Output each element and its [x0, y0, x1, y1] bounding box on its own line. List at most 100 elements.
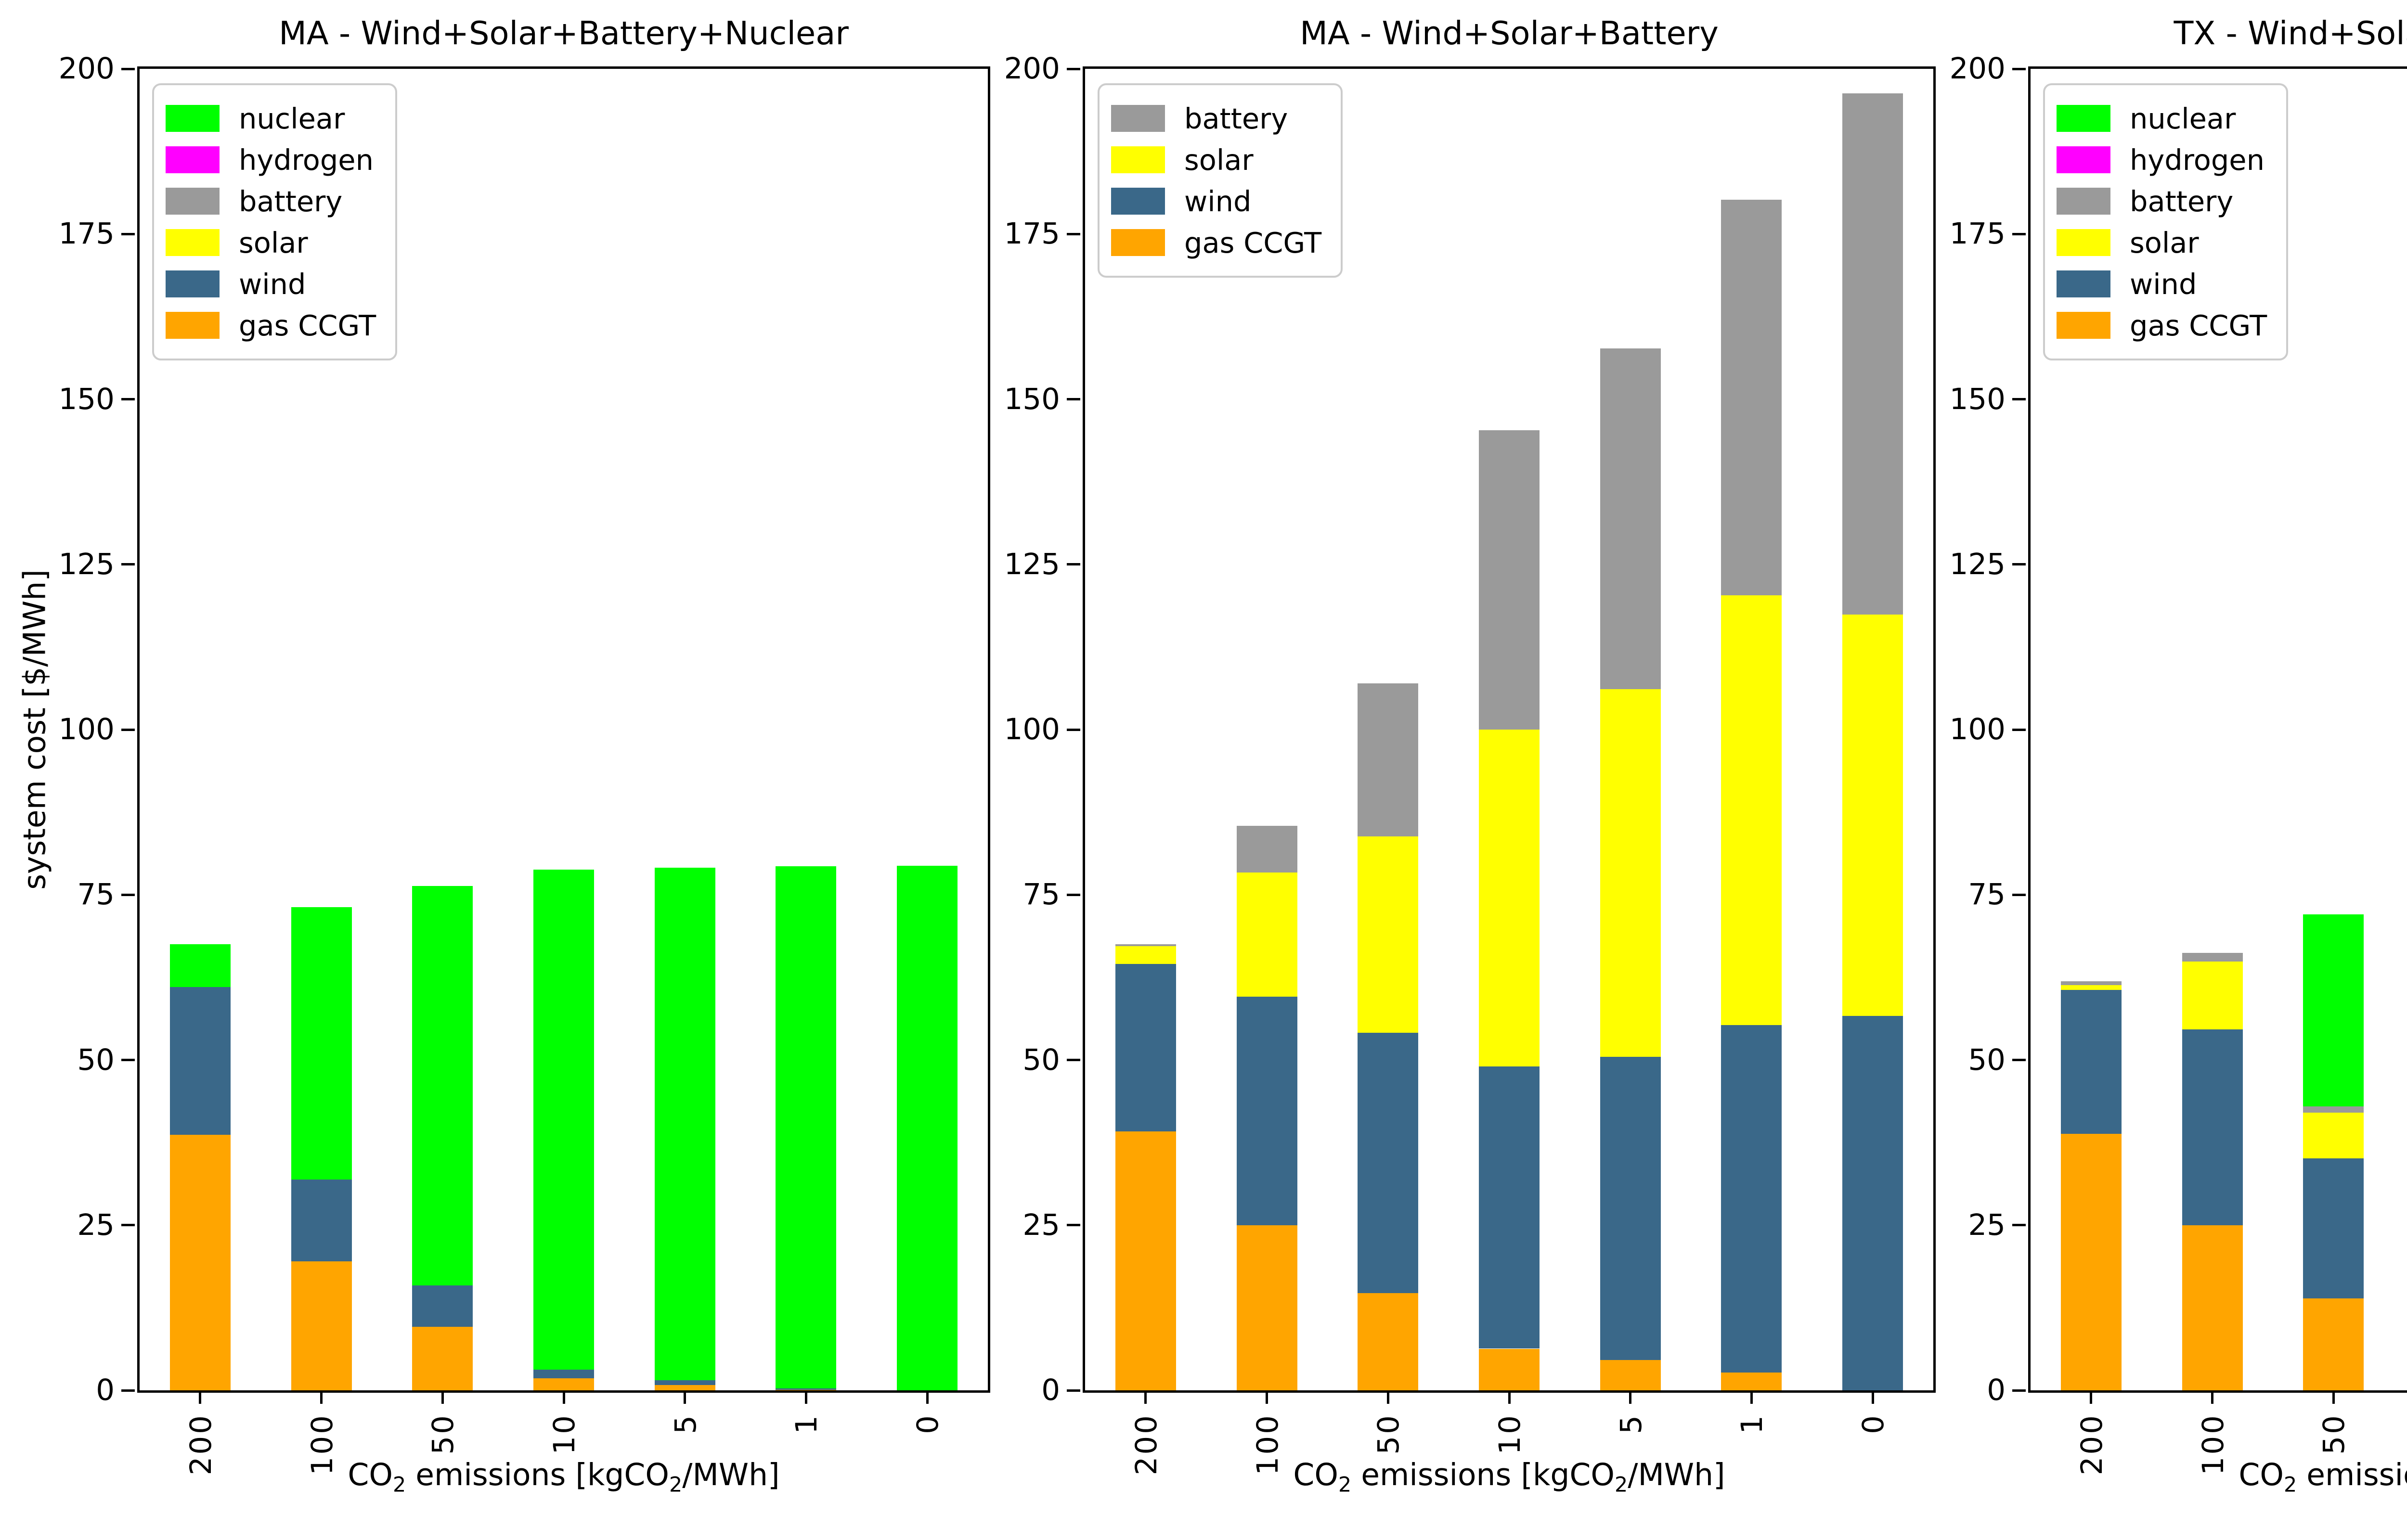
- y-tick-label: 150: [1949, 382, 2006, 416]
- bar-segment-gas-CCGT: [291, 1261, 352, 1390]
- bar-segment-nuclear: [2303, 914, 2364, 1106]
- legend-swatch-battery: [1111, 105, 1165, 132]
- y-tick: [121, 398, 135, 400]
- legend-swatch-solar: [166, 229, 220, 256]
- y-tick: [121, 728, 135, 731]
- x-tick: [1508, 1390, 1511, 1404]
- y-tick: [1067, 893, 1080, 896]
- x-tick-label: 0: [911, 1413, 945, 1434]
- y-tick-label: 75: [1968, 877, 2006, 912]
- legend-swatch-hydrogen: [166, 146, 220, 173]
- legend-label: gas CCGT: [239, 308, 376, 342]
- y-tick: [1067, 1224, 1080, 1227]
- legend-swatch-nuclear: [2057, 105, 2110, 132]
- legend-swatch-nuclear: [166, 105, 220, 132]
- x-tick: [684, 1390, 686, 1404]
- legend-swatch-hydrogen: [2057, 146, 2110, 173]
- y-tick: [121, 67, 135, 70]
- bar-segment-gas-CCGT: [1236, 1225, 1297, 1390]
- y-tick: [1067, 1059, 1080, 1061]
- y-axis-label: system cost [$/MWh]: [17, 569, 52, 890]
- x-tick: [2090, 1390, 2093, 1404]
- legend-label: hydrogen: [2130, 143, 2265, 177]
- x-tick: [1386, 1390, 1389, 1404]
- bar-segment-battery: [1600, 348, 1661, 690]
- y-tick-label: 125: [1004, 547, 1060, 581]
- y-tick-label: 0: [1987, 1373, 2006, 1407]
- y-tick: [2012, 893, 2026, 896]
- bar-segment-battery: [2182, 953, 2243, 962]
- x-tick: [1266, 1390, 1268, 1404]
- bar-segment-solar: [1236, 872, 1297, 997]
- panel-title: TX - Wind+Solar+Battery+Nuclear: [2174, 14, 2407, 52]
- bar-segment-battery: [1479, 430, 1540, 730]
- bar-segment-gas-CCGT: [1479, 1348, 1540, 1390]
- y-tick-label: 150: [1004, 382, 1060, 416]
- bar-segment-solar: [1721, 595, 1782, 1025]
- bar-segment-battery: [2060, 981, 2122, 986]
- panel-title: MA - Wind+Solar+Battery: [1300, 14, 1719, 52]
- y-tick-label: 25: [1022, 1207, 1060, 1242]
- y-tick-label: 100: [1949, 712, 2006, 746]
- bar-segment-nuclear: [412, 886, 473, 1285]
- bar-segment-gas-CCGT: [412, 1327, 473, 1390]
- legend-swatch-battery: [166, 188, 220, 215]
- bar-segment-nuclear: [897, 865, 958, 1390]
- legend-swatch-solar: [2057, 229, 2110, 256]
- y-tick: [121, 1389, 135, 1392]
- y-tick: [121, 1224, 135, 1227]
- bar-segment-wind: [2060, 989, 2122, 1134]
- legend-item: nuclear: [2057, 98, 2267, 139]
- legend-item: nuclear: [166, 98, 376, 139]
- bar-segment-wind: [1479, 1066, 1540, 1349]
- y-tick: [1067, 563, 1080, 566]
- y-tick-label: 200: [1004, 51, 1060, 86]
- bar-segment-battery: [2303, 1106, 2364, 1113]
- bar-segment-nuclear: [654, 867, 715, 1381]
- legend-swatch-wind: [1111, 188, 1165, 215]
- subplot-1: MA - Wind+Solar+Battery+Nuclear 0 25 50 75 10…: [59, 0, 990, 1540]
- y-tick: [2012, 398, 2026, 400]
- legend-label: wind: [2130, 267, 2197, 301]
- y-tick: [1067, 67, 1080, 70]
- legend-swatch-gas-CCGT: [1111, 229, 1165, 256]
- bar-segment-nuclear: [533, 870, 594, 1370]
- legend-label: solar: [239, 226, 308, 259]
- legend-item: wind: [1111, 180, 1321, 222]
- x-tick: [320, 1390, 323, 1404]
- x-tick: [2211, 1390, 2214, 1404]
- legend-swatch-wind: [166, 270, 220, 297]
- x-tick-label: 1: [1735, 1413, 1770, 1434]
- y-tick-label: 25: [1968, 1207, 2006, 1242]
- bar-segment-nuclear: [776, 866, 837, 1388]
- legend-item: gas CCGT: [1111, 222, 1321, 263]
- x-tick-label: 10: [1493, 1413, 1527, 1455]
- bar-segment-gas-CCGT: [533, 1378, 594, 1390]
- bar-segment-nuclear: [169, 944, 231, 988]
- legend-label: hydrogen: [239, 143, 374, 177]
- x-tick: [199, 1390, 202, 1404]
- legend-item: battery: [2057, 180, 2267, 222]
- bar-segment-wind: [412, 1285, 473, 1327]
- x-tick-label: 50: [426, 1413, 461, 1455]
- legend-label: gas CCGT: [2130, 308, 2267, 342]
- bar-segment-gas-CCGT: [1600, 1360, 1661, 1390]
- y-tick-label: 200: [1949, 51, 2006, 86]
- bar-segment-wind: [1358, 1033, 1419, 1294]
- x-tick-label: 5: [668, 1413, 703, 1434]
- y-tick: [2012, 1389, 2026, 1392]
- bar-segment-wind: [533, 1370, 594, 1379]
- y-tick: [2012, 1224, 2026, 1227]
- legend-item: wind: [2057, 263, 2267, 305]
- legend-label: battery: [2130, 184, 2234, 218]
- bar-segment-solar: [2182, 961, 2243, 1030]
- x-axis-label: CO2 emissions [kgCO2/MWh]: [1293, 1457, 1725, 1497]
- x-tick-label: 5: [1614, 1413, 1648, 1434]
- legend: battery solar wind gas CCGT: [1098, 83, 1343, 278]
- y-tick-label: 125: [1949, 547, 2006, 581]
- bar-segment-gas-CCGT: [2060, 1134, 2122, 1390]
- legend-item: gas CCGT: [166, 305, 376, 346]
- x-tick-label: 0: [1856, 1413, 1891, 1434]
- x-tick-label: 50: [2317, 1413, 2352, 1455]
- x-tick: [2332, 1390, 2335, 1404]
